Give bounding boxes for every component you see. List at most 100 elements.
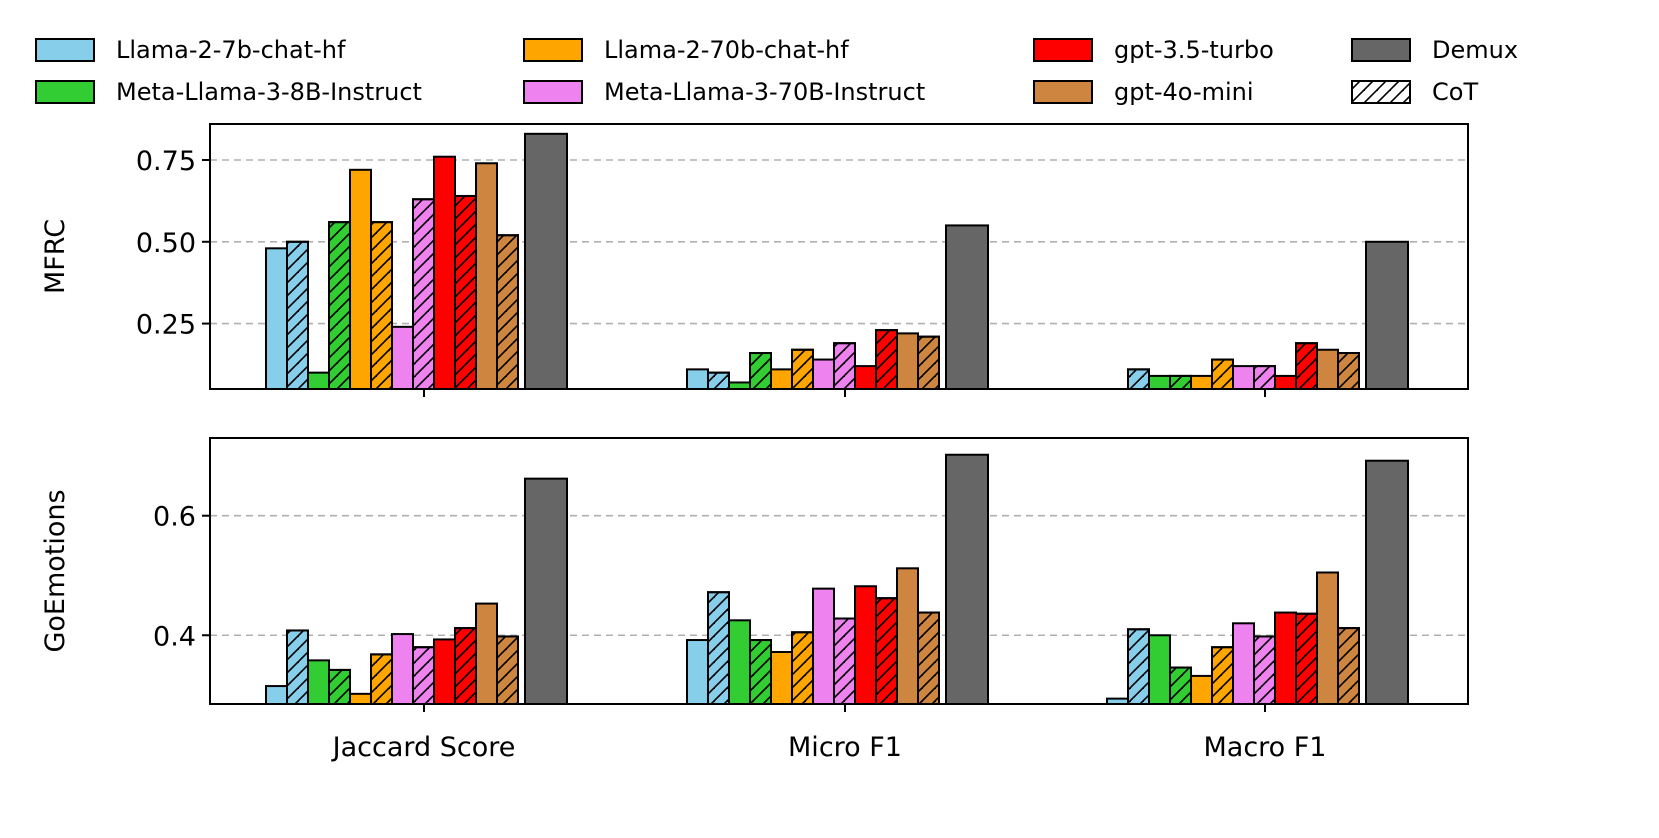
legend-item-llama-2-7b-chat-hf: Llama-2-7b-chat-hf [35,36,346,64]
bar-hatch-overlay [1127,368,1150,390]
bar-meta-llama-3-8b-instruct-jaccard-score [307,659,330,706]
legend-swatch [1351,38,1411,62]
x-tick-label: Jaccard Score [331,732,516,763]
bar-llama-2-70b-chat-hf-macro-f1 [1190,674,1213,706]
legend-label: Llama-2-7b-chat-hf [116,36,346,64]
bar-hatch-overlay [875,329,898,391]
panels: 0.25 0.50 0.75 MFRC 0.4 0.6 GoEmotions Jaccard … [40,123,1469,763]
bar-llama-2-7b-chat-hf-micro-f1 [686,639,709,706]
bar-gpt-4o-mini-jaccard-score [475,602,498,705]
bar-gpt-3-5-turbo-micro-f1 [854,365,877,390]
x-tick-label: Macro F1 [1203,732,1326,763]
legend-item-meta-llama-3-70b-instruct: Meta-Llama-3-70B-Instruct [523,78,925,106]
bar-llama-2-7b-chat-hf-jaccard-score [265,685,288,706]
bar-demux-jaccard-score [524,132,568,390]
bar-demux-micro-f1 [945,224,989,390]
bar-gpt-3-5-turbo-jaccard-score [433,638,456,705]
bar-hatch-overlay [412,198,435,390]
bar-demux-macro-f1 [1365,459,1409,705]
y-axis-label: MFRC [40,219,71,294]
legend-swatch-hatch [1351,80,1411,104]
bar-gpt-4o-mini-micro-f1 [896,332,919,391]
y-tick-label: 0.50 [136,228,196,259]
legend-swatch [35,80,95,104]
legend-swatch [523,80,583,104]
bar-llama-2-7b-chat-hf-micro-f1 [686,368,709,390]
legend-item-meta-llama-3-8b-instruct: Meta-Llama-3-8B-Instruct [35,78,422,106]
legend-label: gpt-3.5-turbo [1114,36,1274,64]
bar-hatch-overlay [328,668,351,706]
bar-meta-llama-3-8b-instruct-macro-f1 [1148,374,1171,390]
bar-gpt-4o-mini-macro-f1 [1316,571,1339,705]
bar-meta-llama-3-70b-instruct-micro-f1 [812,358,835,390]
bar-demux-jaccard-score [524,477,568,705]
bar-gpt-3-5-turbo-micro-f1 [854,585,877,705]
axes-frame [209,437,1469,705]
bar-llama-2-70b-chat-hf-jaccard-score [349,168,372,390]
bar-hatch-overlay [749,639,772,706]
panel-goemotions: 0.4 0.6 GoEmotions [40,437,1469,712]
bar-hatch-overlay [412,646,435,706]
bar-hatch-overlay [875,597,898,705]
bar-meta-llama-3-70b-instruct-jaccard-score [391,633,414,706]
bar-hatch-overlay [328,221,351,390]
legend-label: Llama-2-70b-chat-hf [604,36,849,64]
legend-item-demux: Demux [1351,36,1518,64]
bar-hatch-overlay [1127,628,1150,705]
bar-hatch-overlay [286,629,309,705]
bar-llama-2-70b-chat-hf-micro-f1 [770,650,793,705]
legend-swatch [35,38,95,62]
bar-llama-2-70b-chat-hf-macro-f1 [1190,374,1213,390]
y-tick-label: 0.6 [153,502,196,533]
legend-label: Demux [1432,36,1518,64]
bar-meta-llama-3-70b-instruct-macro-f1 [1232,365,1255,390]
bar-gpt-4o-mini-jaccard-score [475,162,498,390]
bar-demux-macro-f1 [1365,240,1409,390]
bar-hatch-overlay [454,627,477,705]
bar-hatch-overlay [1337,352,1360,391]
bar-meta-llama-3-8b-instruct-micro-f1 [728,619,751,706]
bar-meta-llama-3-70b-instruct-micro-f1 [812,587,835,706]
bar-hatch-overlay [370,221,393,390]
bar-hatch-overlay [1211,358,1234,390]
bar-hatch-overlay [1295,612,1318,705]
bar-llama-2-70b-chat-hf-micro-f1 [770,368,793,390]
bar-hatch-overlay [1211,646,1234,706]
bar-hatch-overlay [917,335,940,391]
legend-item-gpt-3-5-turbo: gpt-3.5-turbo [1033,36,1274,64]
y-tick-label: 0.4 [153,621,196,652]
bar-meta-llama-3-70b-instruct-jaccard-score [391,325,414,390]
bar-gpt-4o-mini-macro-f1 [1316,348,1339,391]
bar-meta-llama-3-70b-instruct-macro-f1 [1232,622,1255,705]
legend-swatch [1033,80,1093,104]
bar-meta-llama-3-8b-instruct-macro-f1 [1148,634,1171,705]
bar-hatch-overlay [833,342,856,391]
bar-hatch-overlay [791,631,814,705]
bar-llama-2-7b-chat-hf-jaccard-score [265,247,288,390]
axes-frame [209,123,1469,390]
bar-hatch-overlay [1337,627,1360,705]
bar-hatch-overlay [707,591,730,705]
legend-swatch [1033,38,1093,62]
y-tick-label: 0.25 [136,310,196,341]
legend-label: CoT [1432,78,1478,106]
bar-hatch-overlay [707,371,730,390]
bar-hatch-overlay [496,234,519,390]
bar-demux-micro-f1 [945,453,989,706]
bar-hatch-overlay [370,653,393,706]
panel-mfrc: 0.25 0.50 0.75 MFRC [40,123,1469,397]
legend-swatch [523,38,583,62]
bar-llama-2-70b-chat-hf-jaccard-score [349,692,372,705]
bar-gpt-3-5-turbo-macro-f1 [1274,611,1297,705]
bar-hatch-overlay [1169,666,1192,705]
bar-meta-llama-3-8b-instruct-jaccard-score [307,371,330,390]
bar-hatch-overlay [286,240,309,390]
legend-item-gpt-4o-mini: gpt-4o-mini [1033,78,1254,106]
bar-hatch-overlay [791,348,814,391]
legend-label: Meta-Llama-3-70B-Instruct [604,78,925,106]
bar-hatch-overlay [833,617,856,706]
legend-item-cot: CoT [1351,78,1478,106]
bar-hatch-overlay [496,635,519,705]
